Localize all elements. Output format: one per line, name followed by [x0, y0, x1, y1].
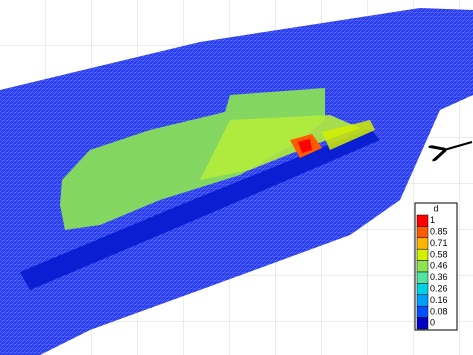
legend-swatch: [417, 226, 428, 237]
legend-label: 0.85: [430, 226, 448, 236]
legend-swatch: [417, 261, 428, 272]
legend-label: 0: [430, 318, 435, 328]
legend-label: 0.08: [430, 306, 448, 316]
page: d 10.850.710.580.460.360.260.160.080 (()…: [0, 0, 473, 355]
legend-label: 0.71: [430, 238, 448, 248]
legend-swatch: [417, 249, 428, 260]
legend-title: d: [433, 203, 438, 213]
legend-label: 0.36: [430, 272, 448, 282]
legend-swatch: [417, 306, 428, 317]
legend-label: 0.58: [430, 249, 448, 259]
legend-swatch: [417, 318, 428, 329]
simulation-view: d 10.85 0.710.58 0.460.360.26 0.160.08 0: [0, 0, 473, 355]
legend-label: 0.16: [430, 295, 448, 305]
legend-label: 1: [430, 215, 435, 225]
legend-swatch: [417, 238, 428, 249]
legend-label: 0.46: [430, 261, 448, 271]
legend: d 10.85 0.710.58 0.460.360.26 0.160.08 0: [415, 203, 457, 330]
legend-swatch: [417, 215, 428, 226]
legend-swatch: [417, 283, 428, 294]
legend-swatch: [417, 272, 428, 283]
legend-label: 0.26: [430, 283, 448, 293]
legend-swatch: [417, 295, 428, 306]
